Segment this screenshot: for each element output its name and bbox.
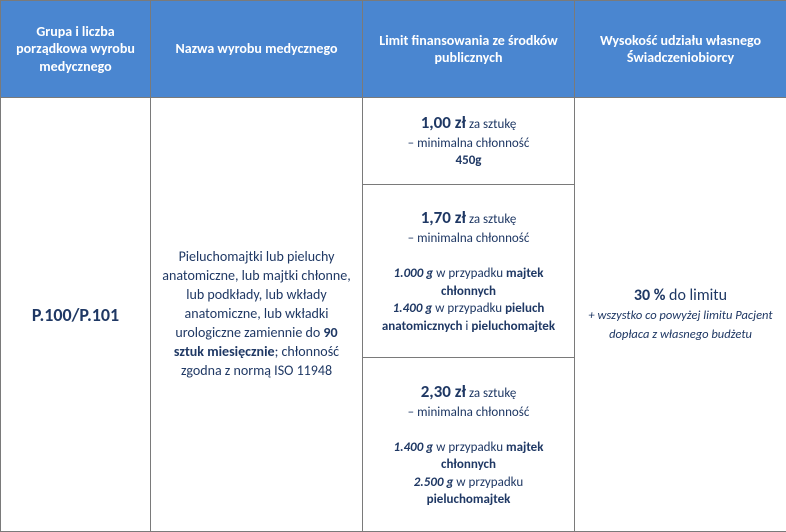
share-percent: 30 %: [634, 286, 666, 305]
header-product-name: Nazwa wyrobu medycznego: [151, 1, 363, 98]
code-cell: P.100/P.101: [1, 98, 151, 532]
limit3-l1-txt: w przypadku: [433, 440, 506, 455]
limit2-price: 1,70 zł: [421, 207, 466, 228]
share-cell: 30 % do limitu + wszystko co powyżej lim…: [575, 98, 786, 532]
limit3-l2-txt: w przypadku: [453, 475, 523, 490]
limit1-min-label: – minimalna chłonność: [408, 136, 530, 151]
header-group-number: Grupa i liczba porządkowa wyrobu medyczn…: [1, 1, 151, 98]
limit3-min-label: – minimalna chłonność: [408, 405, 530, 420]
limit1-price: 1,00 zł: [421, 112, 466, 133]
limit1-per: za sztukę: [466, 117, 516, 132]
limit-cell-1: 1,00 zł za sztukę – minimalna chłonność …: [363, 98, 575, 185]
header-funding-limit: Limit finansowania ze środków publicznyc…: [363, 1, 575, 98]
limit-cell-2: 1,70 zł za sztukę – minimalna chłonność …: [363, 184, 575, 358]
table-header-row: Grupa i liczba porządkowa wyrobu medyczn…: [1, 1, 786, 98]
limit-cell-3: 2,30 zł za sztukę – minimalna chłonność …: [363, 358, 575, 532]
limit3-l1-val: 1.400 g: [394, 440, 434, 455]
header-own-share: Wysokość udziału własnego Świadczeniobio…: [575, 1, 786, 98]
limit3-l2-bold: pieluchomajtek: [427, 492, 511, 507]
limit2-l2-txt: w przypadku: [432, 301, 505, 316]
limit3-l2-val: 2.500 g: [414, 475, 454, 490]
limit3-per: za sztukę: [466, 386, 516, 401]
limit1-min-value: 450g: [456, 153, 482, 168]
limit2-per: za sztukę: [466, 212, 516, 227]
reimbursement-table: Grupa i liczba porządkowa wyrobu medyczn…: [0, 0, 786, 532]
table-row: P.100/P.101 Pieluchomajtki lub pieluchy …: [1, 98, 786, 185]
share-note: + wszystko co powyżej limitu Pacjent dop…: [588, 308, 772, 342]
share-percent-post: do limitu: [665, 286, 727, 305]
limit2-l2-bold2: pieluchomajtek: [471, 319, 555, 334]
limit2-l1-val: 1.000 g: [394, 266, 434, 281]
limit2-min-label: – minimalna chłonność: [408, 231, 530, 246]
limit3-price: 2,30 zł: [421, 381, 466, 402]
table: Grupa i liczba porządkowa wyrobu medyczn…: [0, 0, 786, 532]
description-cell: Pieluchomajtki lub pieluchy anatomiczne,…: [151, 98, 363, 532]
limit2-l1-txt: w przypadku: [433, 266, 506, 281]
limit2-l2-val: 1.400 g: [393, 301, 433, 316]
